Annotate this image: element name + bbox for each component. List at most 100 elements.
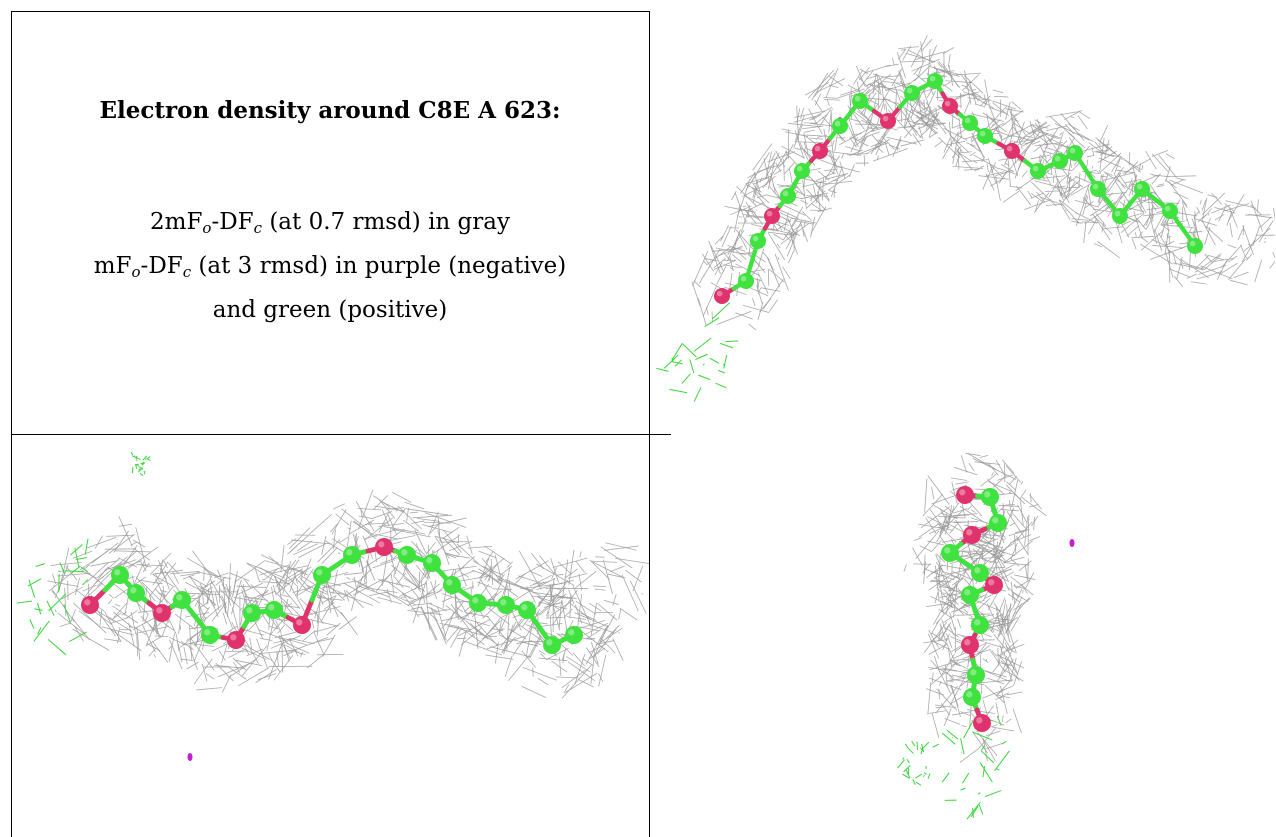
mesh-segment — [501, 565, 513, 575]
mesh-segment — [127, 546, 159, 570]
mesh-segment — [923, 99, 926, 118]
mesh-segment — [278, 636, 291, 660]
mesh-segment — [992, 89, 1004, 94]
carbon-atom — [443, 576, 461, 594]
mesh-segment — [747, 165, 773, 179]
mesh-segment — [1030, 192, 1044, 199]
mesh-segment — [1033, 516, 1035, 531]
mesh-segment — [751, 187, 770, 204]
mesh-segment — [1173, 276, 1184, 288]
mesh-segment — [228, 666, 247, 680]
mesh-segment — [982, 658, 989, 663]
positive-mesh-segment — [903, 765, 911, 773]
mesh-segment — [1015, 180, 1031, 192]
positive-mesh-segment — [142, 455, 148, 461]
mesh-segment — [980, 474, 997, 487]
atom-highlight — [176, 594, 183, 601]
mesh-segment — [433, 580, 437, 592]
mesh-segment — [745, 201, 756, 218]
mesh-segment — [1059, 199, 1078, 215]
mesh-segment — [895, 91, 897, 110]
mesh-segment — [1055, 131, 1064, 157]
mesh-segment — [1052, 174, 1055, 184]
mesh-segment — [458, 632, 467, 657]
mesh-segment — [1093, 243, 1103, 248]
mesh-segment — [1009, 557, 1020, 567]
mesh-segment — [1032, 130, 1049, 145]
mesh-segment — [1153, 191, 1166, 205]
oxygen-atom — [153, 604, 171, 622]
mesh-segment — [288, 559, 300, 575]
mesh-segment — [456, 637, 467, 640]
mesh-segment — [768, 268, 785, 283]
mesh-segment — [881, 75, 900, 78]
mesh-segment — [269, 631, 274, 636]
mesh-segment — [598, 654, 607, 687]
mesh-segment — [993, 95, 1009, 98]
mesh-segment — [426, 606, 437, 612]
mesh-segment — [894, 101, 910, 122]
mesh-segment — [956, 135, 963, 143]
mesh-segment — [1074, 199, 1099, 208]
mesh-segment — [1021, 583, 1028, 594]
mesh-segment — [848, 164, 855, 178]
mesh-segment — [561, 664, 592, 699]
mesh-segment — [1029, 536, 1041, 542]
mesh-segment — [278, 635, 289, 645]
atom-highlight — [814, 145, 821, 152]
mesh-segment — [133, 548, 151, 561]
positive-mesh-segment — [136, 459, 138, 462]
mesh-segment — [963, 75, 984, 94]
mesh-segment — [800, 200, 808, 205]
mesh-segment — [863, 155, 866, 167]
mesh-segment — [1067, 176, 1084, 188]
oxygen-atom — [973, 714, 991, 732]
mesh-segment — [605, 542, 637, 551]
mesh-segment — [1075, 194, 1088, 227]
mesh-segment — [770, 172, 776, 193]
mesh-segment — [993, 545, 1007, 562]
mesh-segment — [1226, 211, 1233, 226]
mesh-segment — [915, 51, 946, 60]
mesh-segment — [175, 634, 180, 651]
mesh-segment — [982, 101, 994, 109]
mesh-segment — [1077, 115, 1088, 130]
mesh-segment — [925, 90, 936, 113]
positive-mesh-segment — [63, 604, 71, 623]
mesh-segment — [322, 580, 357, 589]
mesh-segment — [1010, 614, 1021, 632]
mesh-segment — [494, 641, 499, 664]
mesh-segment — [167, 562, 180, 575]
mesh-segment — [329, 598, 339, 617]
mesh-segment — [767, 232, 786, 261]
mesh-segment — [1149, 217, 1158, 244]
mesh-segment — [861, 126, 878, 138]
mesh-segment — [1205, 225, 1224, 243]
mesh-segment — [1008, 490, 1012, 494]
oxygen-atom — [1004, 143, 1020, 159]
mesh-segment — [287, 566, 312, 582]
mesh-segment — [467, 546, 493, 549]
mesh-segment — [1064, 209, 1067, 211]
mesh-segment — [996, 613, 1005, 636]
mesh-segment — [140, 615, 162, 637]
mesh-segment — [799, 142, 809, 160]
carbon-atom — [1162, 203, 1178, 219]
mesh-segment — [978, 175, 1009, 180]
mesh-segment — [563, 684, 570, 694]
carbon-atom — [173, 591, 191, 609]
mesh-segment — [983, 100, 988, 108]
mesh-segment — [991, 132, 999, 135]
mesh-segment — [902, 45, 912, 61]
mesh-segment — [358, 489, 374, 529]
mesh-segment — [857, 108, 879, 130]
mesh-segment — [1056, 178, 1070, 204]
mesh-segment — [1035, 200, 1039, 212]
mesh-segment — [477, 581, 493, 588]
atom-highlight — [1006, 145, 1013, 152]
carbon-atom — [927, 73, 943, 89]
mesh-segment — [1075, 212, 1098, 224]
mesh-segment — [71, 617, 90, 641]
mesh-segment — [957, 151, 973, 154]
mesh-segment — [1011, 113, 1026, 136]
